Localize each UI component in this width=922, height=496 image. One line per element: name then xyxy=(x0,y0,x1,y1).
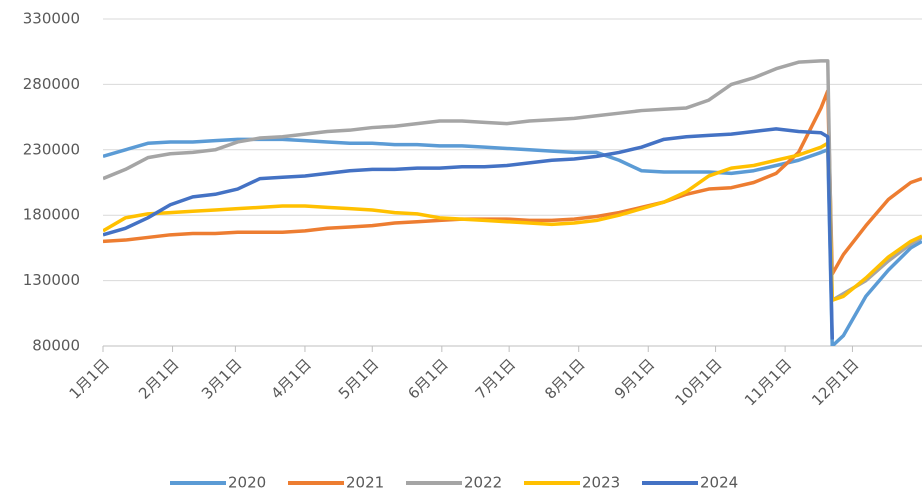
series-line xyxy=(103,89,922,276)
x-tick-label: 4月1日 xyxy=(268,355,315,402)
y-tick-label: 230000 xyxy=(23,140,80,158)
legend-label: 2024 xyxy=(700,474,738,492)
y-tick-label: 180000 xyxy=(23,206,80,224)
x-tick-label: 3月1日 xyxy=(198,355,245,402)
legend-label: 2021 xyxy=(346,474,384,492)
x-tick-label: 6月1日 xyxy=(404,355,451,402)
x-tick-label: 1月1日 xyxy=(66,355,113,402)
y-tick-label: 280000 xyxy=(23,75,80,93)
y-tick-label: 130000 xyxy=(23,271,80,289)
legend-label: 2020 xyxy=(228,474,266,492)
series-line xyxy=(103,137,922,346)
y-tick-label: 330000 xyxy=(23,10,80,28)
x-tick-label: 5月1日 xyxy=(335,355,382,402)
series-line xyxy=(103,59,922,302)
x-tick-label: 12月1日 xyxy=(808,355,862,409)
legend-label: 2023 xyxy=(582,474,620,492)
x-tick-label: 10月1日 xyxy=(671,355,725,409)
legend-label: 2022 xyxy=(464,474,502,492)
x-tick-label: 9月1日 xyxy=(611,355,658,402)
y-tick-label: 80000 xyxy=(32,337,80,355)
series-line xyxy=(103,141,922,302)
x-tick-label: 2月1日 xyxy=(135,355,182,402)
x-tick-label: 8月1日 xyxy=(541,355,588,402)
x-tick-label: 11月1日 xyxy=(741,355,795,409)
series-line xyxy=(103,127,834,340)
x-tick-label: 7月1日 xyxy=(472,355,519,402)
